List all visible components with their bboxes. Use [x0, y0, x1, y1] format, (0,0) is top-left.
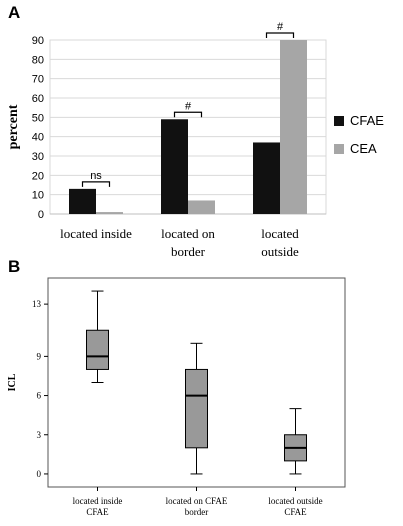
y-tick-label: 90	[32, 35, 44, 47]
y-tick-label: 6	[37, 391, 42, 401]
significance-label: #	[185, 100, 192, 112]
panel-b-label: B	[8, 257, 20, 276]
legend-label-cfae: CFAE	[350, 113, 384, 128]
box	[86, 329, 109, 370]
x-tick-label: located on	[161, 226, 215, 241]
y-tick-label: 9	[37, 351, 42, 361]
significance-bracket	[81, 181, 111, 187]
x-tick-label: border	[171, 244, 206, 259]
x-tick-label: located outside	[268, 496, 322, 506]
bar-cfae	[161, 119, 188, 214]
x-tick-label: located on CFAE	[166, 496, 228, 506]
bar-cea	[188, 200, 215, 214]
x-tick-label: located inside	[73, 496, 123, 506]
x-tick-label: located inside	[60, 226, 132, 241]
box	[185, 368, 208, 449]
legend-swatch-cfae	[334, 116, 344, 126]
bar-cea	[280, 40, 307, 214]
bar-cfae	[253, 142, 280, 214]
legend-swatch-cea	[334, 144, 344, 154]
y-tick-label: 60	[32, 93, 44, 105]
x-tick-label: outside	[261, 244, 299, 259]
significance-bracket	[173, 111, 203, 118]
x-tick-label: border	[185, 507, 209, 517]
significance-label: #	[277, 21, 284, 33]
panel-a-label: A	[8, 3, 20, 22]
x-tick-label: CFAE	[86, 507, 109, 517]
y-tick-label: 0	[37, 469, 42, 479]
significance-bracket	[265, 32, 295, 38]
x-tick-label: CFAE	[284, 507, 307, 517]
y-tick-label: 3	[37, 430, 42, 440]
y-tick-label: 70	[32, 74, 44, 86]
y-tick-label: 10	[32, 190, 44, 202]
y-tick-label: 40	[32, 132, 44, 144]
y-axis-title: percent	[6, 104, 21, 149]
bar-cfae	[69, 188, 96, 214]
legend-label-cea: CEA	[350, 141, 377, 156]
y-tick-label: 20	[32, 170, 44, 182]
significance-label: ns	[90, 170, 102, 182]
y-axis-title: ICL	[7, 373, 18, 391]
y-tick-label: 80	[32, 54, 44, 66]
y-tick-label: 0	[38, 209, 44, 221]
y-tick-label: 13	[32, 299, 42, 309]
x-tick-label: located	[261, 226, 299, 241]
bar-cea	[96, 212, 123, 214]
y-tick-label: 50	[32, 112, 44, 124]
y-tick-label: 30	[32, 151, 44, 163]
